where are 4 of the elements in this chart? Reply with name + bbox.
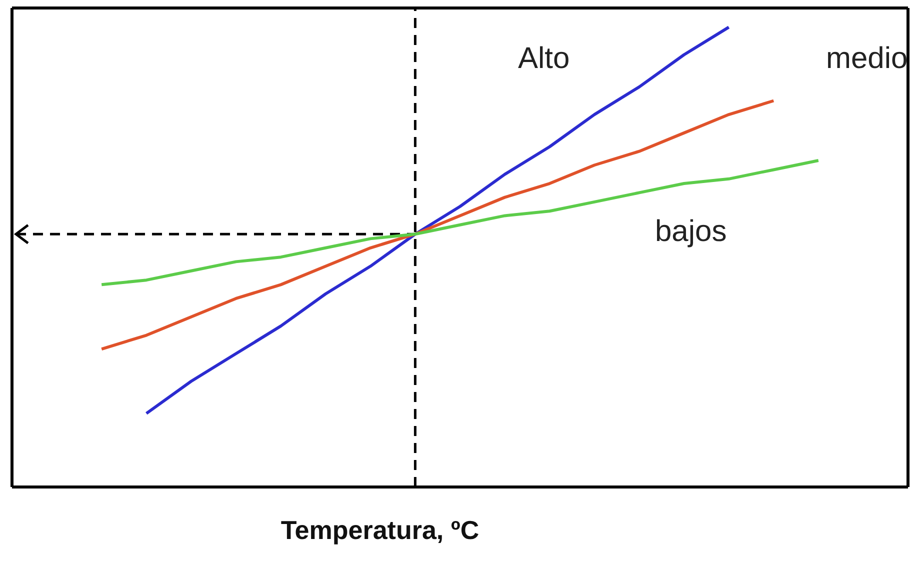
- x-axis-title: Temperatura, ºC: [280, 515, 480, 546]
- series-label: bajos: [655, 215, 727, 249]
- series-label: Alto: [518, 42, 570, 76]
- series-label: medio: [826, 42, 908, 76]
